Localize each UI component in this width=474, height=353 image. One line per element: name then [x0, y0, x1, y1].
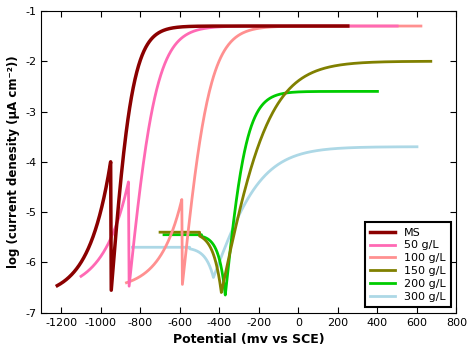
50 g/L	[118, 211, 123, 215]
300 g/L	[414, 145, 420, 149]
150 g/L	[173, 230, 179, 234]
100 g/L	[169, 229, 175, 234]
300 g/L	[129, 245, 135, 249]
MS	[64, 277, 69, 282]
150 g/L	[219, 291, 224, 295]
200 g/L	[361, 89, 367, 94]
300 g/L	[395, 145, 401, 149]
100 g/L	[180, 282, 185, 287]
Line: 50 g/L: 50 g/L	[81, 26, 397, 286]
100 g/L	[396, 24, 401, 28]
MS	[109, 288, 114, 292]
MS	[154, 32, 160, 36]
50 g/L	[91, 263, 96, 268]
MS	[69, 273, 74, 277]
200 g/L	[206, 238, 212, 242]
200 g/L	[161, 233, 167, 237]
50 g/L	[126, 284, 132, 288]
200 g/L	[294, 90, 300, 94]
150 g/L	[157, 230, 163, 234]
100 g/L	[418, 24, 424, 28]
200 g/L	[222, 293, 228, 297]
Line: 200 g/L: 200 g/L	[164, 91, 377, 295]
50 g/L	[178, 36, 184, 41]
200 g/L	[253, 113, 259, 117]
Line: MS: MS	[57, 26, 348, 290]
100 g/L	[138, 274, 144, 278]
Y-axis label: log (current denesity (μA cm⁻²)): log (current denesity (μA cm⁻²))	[7, 55, 20, 268]
150 g/L	[207, 244, 213, 249]
X-axis label: Potential (mv vs SCE): Potential (mv vs SCE)	[173, 333, 325, 346]
Legend: MS, 50 g/L, 100 g/L, 150 g/L, 200 g/L, 300 g/L: MS, 50 g/L, 100 g/L, 150 g/L, 200 g/L, 3…	[365, 222, 451, 307]
300 g/L	[250, 188, 256, 192]
50 g/L	[394, 24, 400, 28]
100 g/L	[124, 281, 129, 285]
300 g/L	[198, 251, 204, 256]
100 g/L	[133, 277, 138, 281]
MS	[55, 283, 60, 288]
MS	[261, 24, 267, 28]
150 g/L	[167, 230, 173, 234]
MS	[99, 207, 104, 211]
Line: 300 g/L: 300 g/L	[132, 147, 417, 277]
150 g/L	[409, 59, 414, 64]
MS	[323, 24, 328, 28]
150 g/L	[259, 133, 265, 137]
100 g/L	[226, 42, 231, 47]
300 g/L	[342, 146, 348, 150]
300 g/L	[144, 245, 150, 249]
300 g/L	[152, 245, 158, 249]
Line: 150 g/L: 150 g/L	[160, 61, 431, 293]
50 g/L	[86, 268, 92, 272]
50 g/L	[78, 274, 84, 279]
200 g/L	[369, 89, 374, 94]
100 g/L	[334, 24, 339, 28]
Line: 100 g/L: 100 g/L	[127, 26, 421, 285]
50 g/L	[369, 24, 375, 28]
MS	[345, 24, 351, 28]
300 g/L	[210, 275, 216, 280]
150 g/L	[354, 61, 360, 65]
150 g/L	[428, 59, 434, 64]
200 g/L	[252, 115, 258, 119]
200 g/L	[374, 89, 380, 94]
50 g/L	[300, 24, 305, 28]
